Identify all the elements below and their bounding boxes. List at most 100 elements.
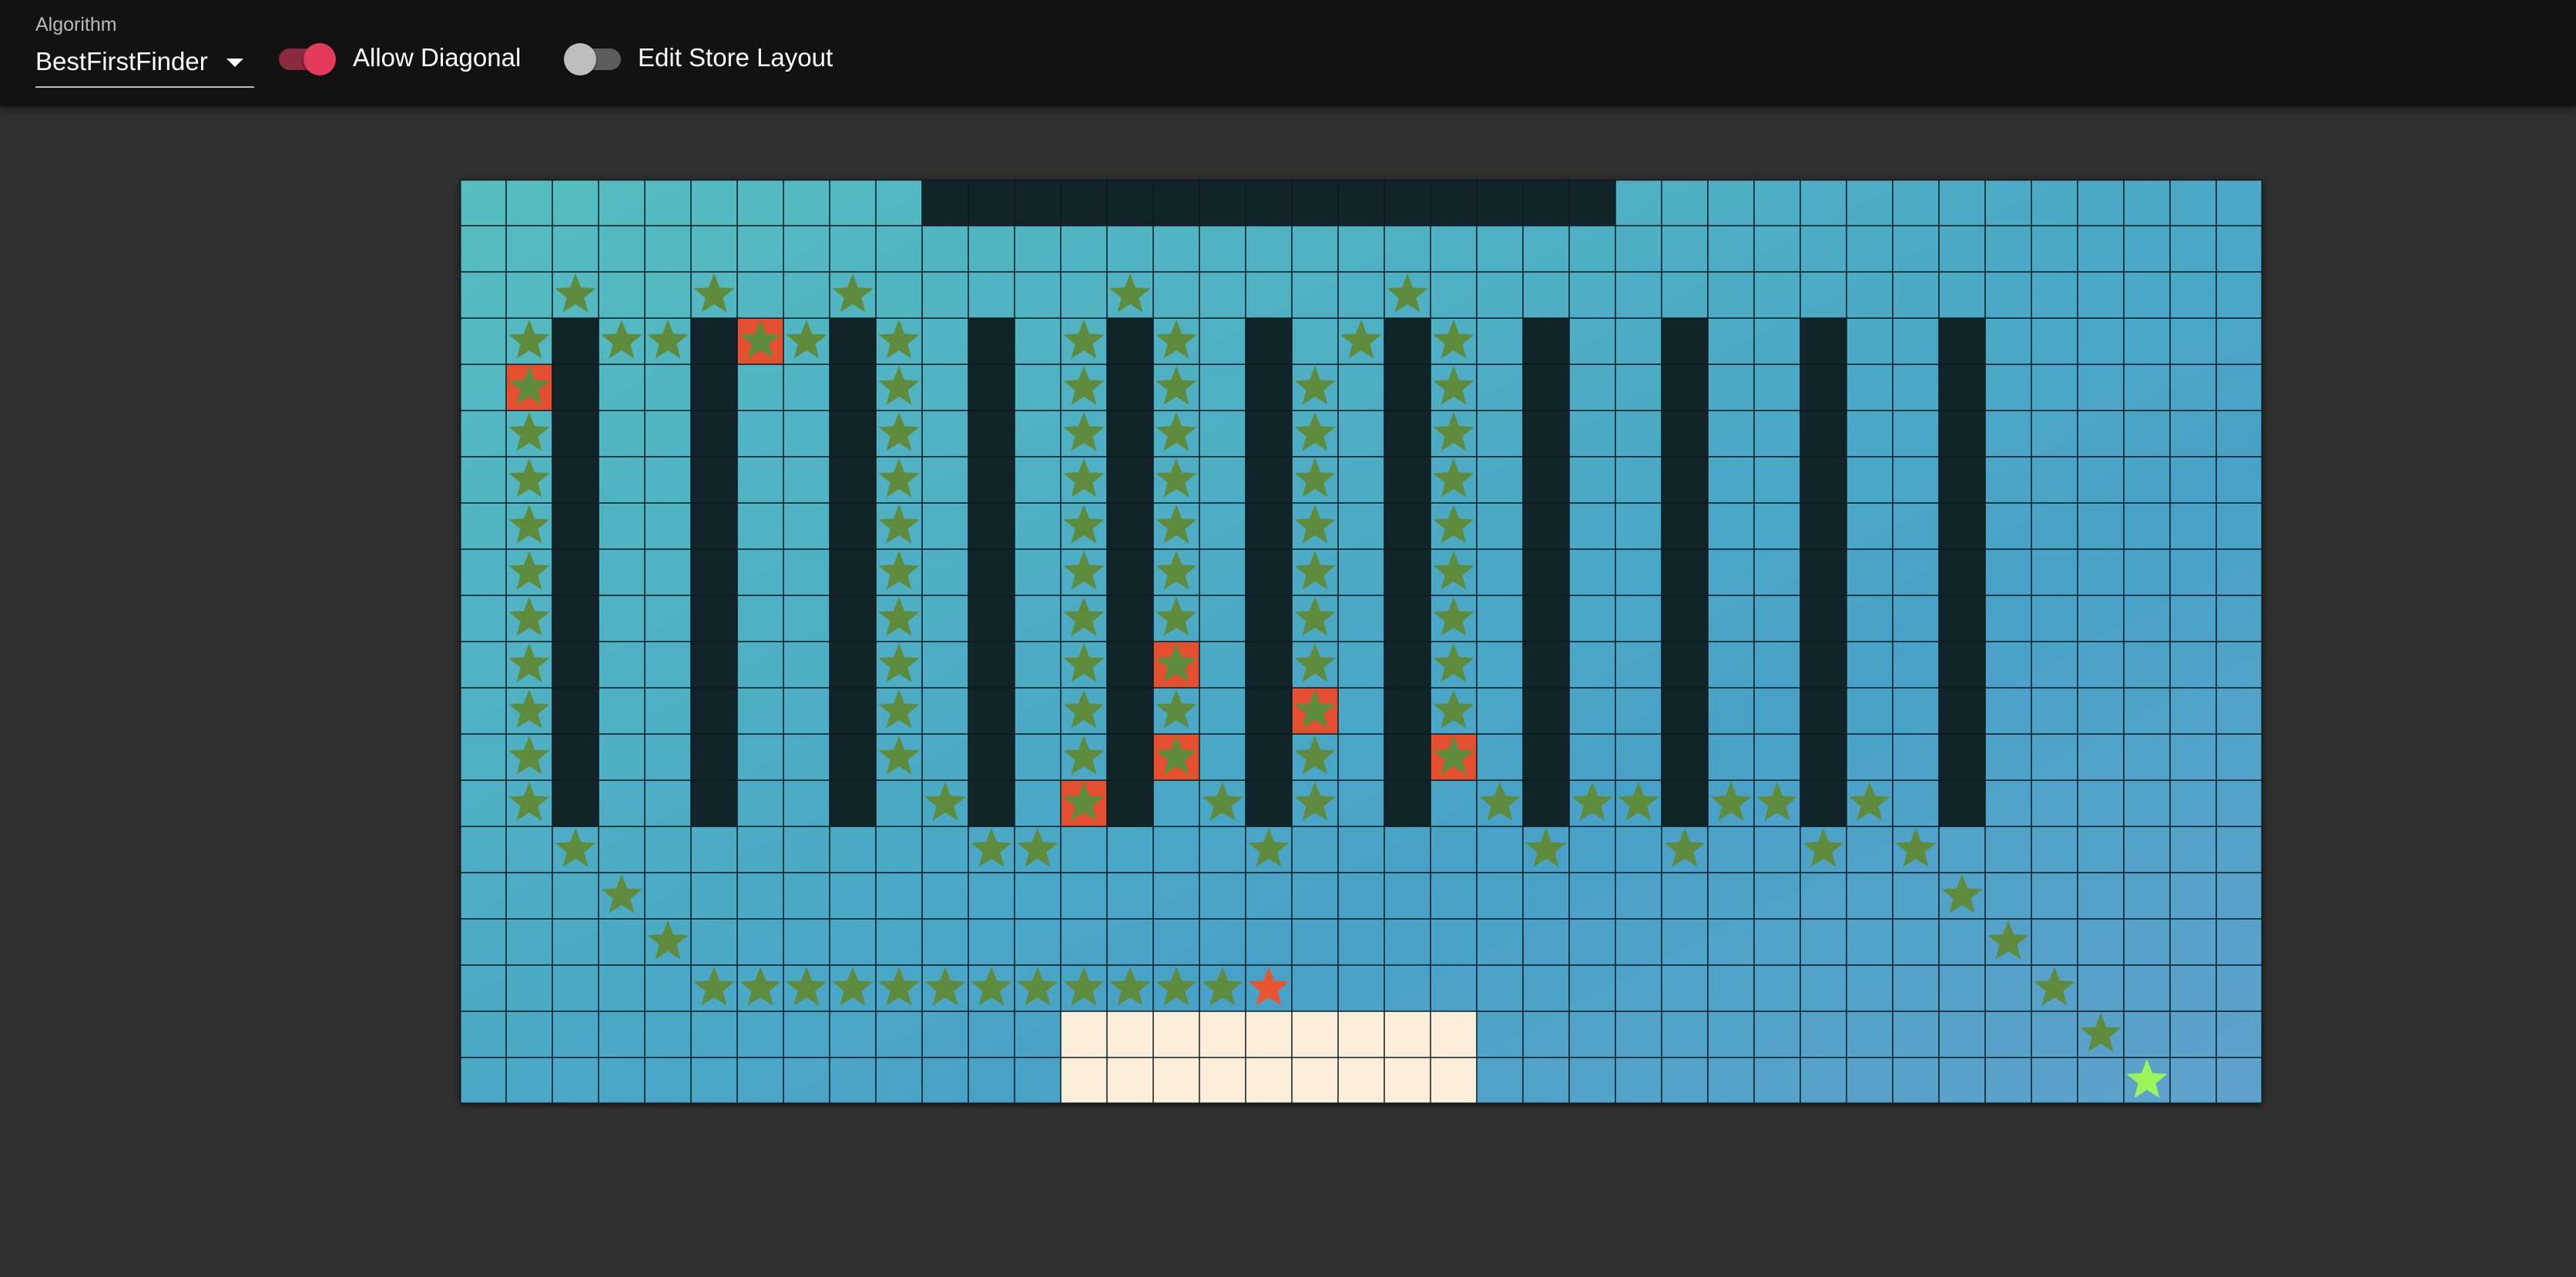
shelf-cell[interactable] [1939, 364, 1985, 411]
shelf-cell[interactable] [1246, 318, 1292, 364]
checkout-cell[interactable] [1061, 1011, 1107, 1057]
shelf-cell[interactable] [1384, 734, 1431, 780]
shelf-cell[interactable] [1800, 549, 1846, 595]
allow-diagonal-toggle[interactable]: Allow Diagonal [279, 37, 521, 79]
shelf-cell[interactable] [691, 595, 737, 642]
shelf-cell[interactable] [1246, 179, 1292, 226]
shelf-cell[interactable] [1246, 595, 1292, 642]
checkout-cell[interactable] [1199, 1011, 1246, 1057]
shelf-cell[interactable] [1800, 595, 1846, 642]
shelf-cell[interactable] [1015, 179, 1061, 226]
shelf-cell[interactable] [552, 642, 599, 688]
shelf-cell[interactable] [691, 549, 737, 595]
shelf-cell[interactable] [552, 457, 599, 503]
checkout-cell[interactable] [1338, 1011, 1384, 1057]
shelf-cell[interactable] [1246, 734, 1292, 780]
shelf-cell[interactable] [830, 457, 876, 503]
shelf-cell[interactable] [1939, 595, 1985, 642]
checkout-cell[interactable] [1431, 1011, 1477, 1057]
shelf-cell[interactable] [1939, 734, 1985, 780]
shelf-cell[interactable] [552, 318, 599, 364]
shelf-cell[interactable] [1384, 780, 1431, 826]
shelf-cell[interactable] [691, 457, 737, 503]
shelf-cell[interactable] [1523, 642, 1569, 688]
shelf-cell[interactable] [1199, 179, 1246, 226]
shelf-cell[interactable] [1662, 734, 1708, 780]
shelf-cell[interactable] [1800, 503, 1846, 549]
shelf-cell[interactable] [1800, 642, 1846, 688]
shelf-cell[interactable] [922, 179, 968, 226]
shelf-cell[interactable] [1523, 734, 1569, 780]
shelf-cell[interactable] [1107, 364, 1153, 411]
shelf-cell[interactable] [830, 503, 876, 549]
shelf-cell[interactable] [968, 457, 1015, 503]
shelf-cell[interactable] [968, 549, 1015, 595]
shelf-cell[interactable] [968, 179, 1015, 226]
shelf-cell[interactable] [1107, 549, 1153, 595]
shelf-cell[interactable] [1384, 179, 1431, 226]
shelf-cell[interactable] [1107, 595, 1153, 642]
shelf-cell[interactable] [1292, 179, 1338, 226]
shelf-cell[interactable] [1939, 642, 1985, 688]
shelf-cell[interactable] [830, 411, 876, 457]
shelf-cell[interactable] [1523, 457, 1569, 503]
checkout-cell[interactable] [1153, 1011, 1199, 1057]
shelf-cell[interactable] [691, 642, 737, 688]
shelf-cell[interactable] [1384, 411, 1431, 457]
shelf-cell[interactable] [1662, 642, 1708, 688]
shelf-cell[interactable] [1384, 688, 1431, 734]
shelf-cell[interactable] [1246, 457, 1292, 503]
shelf-cell[interactable] [552, 503, 599, 549]
shelf-cell[interactable] [691, 780, 737, 826]
shelf-cell[interactable] [1523, 688, 1569, 734]
checkout-cell[interactable] [1246, 1057, 1292, 1104]
shelf-cell[interactable] [830, 364, 876, 411]
shelf-cell[interactable] [1662, 688, 1708, 734]
checkout-cell[interactable] [1061, 1057, 1107, 1104]
checkout-cell[interactable] [1153, 1057, 1199, 1104]
shelf-cell[interactable] [830, 595, 876, 642]
shelf-cell[interactable] [1384, 642, 1431, 688]
checkout-cell[interactable] [1246, 1011, 1292, 1057]
shelf-cell[interactable] [1107, 411, 1153, 457]
shelf-cell[interactable] [1662, 457, 1708, 503]
checkout-cell[interactable] [1107, 1011, 1153, 1057]
edit-store-layout-toggle[interactable]: Edit Store Layout [564, 37, 833, 79]
shelf-cell[interactable] [1153, 179, 1199, 226]
shelf-cell[interactable] [1800, 734, 1846, 780]
shelf-cell[interactable] [830, 318, 876, 364]
shelf-cell[interactable] [1800, 457, 1846, 503]
shelf-cell[interactable] [1246, 688, 1292, 734]
shelf-cell[interactable] [1523, 318, 1569, 364]
shelf-cell[interactable] [552, 411, 599, 457]
shelf-cell[interactable] [1107, 179, 1153, 226]
shelf-cell[interactable] [1384, 364, 1431, 411]
shelf-cell[interactable] [1939, 780, 1985, 826]
shelf-cell[interactable] [1523, 179, 1569, 226]
shelf-cell[interactable] [968, 642, 1015, 688]
shelf-cell[interactable] [1246, 364, 1292, 411]
shelf-cell[interactable] [552, 364, 599, 411]
shelf-cell[interactable] [1523, 595, 1569, 642]
shelf-cell[interactable] [1939, 503, 1985, 549]
checkout-cell[interactable] [1384, 1057, 1431, 1104]
shelf-cell[interactable] [1939, 411, 1985, 457]
shelf-cell[interactable] [1061, 179, 1107, 226]
shelf-cell[interactable] [1800, 688, 1846, 734]
shelf-cell[interactable] [1107, 688, 1153, 734]
checkout-cell[interactable] [1199, 1057, 1246, 1104]
shelf-cell[interactable] [1523, 503, 1569, 549]
algorithm-select[interactable]: Algorithm BestFirstFinder [35, 12, 254, 88]
shelf-cell[interactable] [1939, 318, 1985, 364]
shelf-cell[interactable] [1662, 780, 1708, 826]
shelf-cell[interactable] [552, 688, 599, 734]
shelf-cell[interactable] [1800, 780, 1846, 826]
checkout-cell[interactable] [1292, 1057, 1338, 1104]
shelf-cell[interactable] [1246, 642, 1292, 688]
shelf-cell[interactable] [691, 364, 737, 411]
shelf-cell[interactable] [1569, 179, 1615, 226]
allow-diagonal-switch[interactable] [279, 37, 336, 79]
shelf-cell[interactable] [1662, 411, 1708, 457]
shelf-cell[interactable] [1523, 411, 1569, 457]
shelf-cell[interactable] [1107, 642, 1153, 688]
